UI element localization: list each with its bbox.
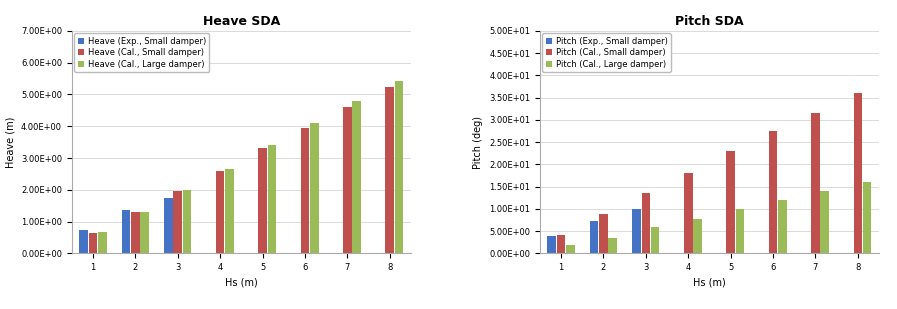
Y-axis label: Heave (m): Heave (m) — [5, 116, 15, 168]
Bar — [267, 145, 276, 253]
Bar — [557, 235, 565, 253]
Bar — [353, 101, 361, 253]
Bar — [632, 209, 640, 253]
Bar — [300, 129, 309, 253]
Bar — [98, 232, 107, 253]
Bar — [141, 212, 149, 253]
Bar — [599, 214, 608, 253]
Bar — [343, 107, 352, 253]
X-axis label: Hs (m): Hs (m) — [225, 278, 257, 288]
Bar — [225, 169, 234, 253]
Bar — [386, 87, 394, 253]
Bar — [854, 93, 862, 253]
Bar — [216, 171, 224, 253]
Bar — [395, 81, 404, 253]
Bar — [183, 190, 191, 253]
Bar — [863, 182, 872, 253]
Bar — [173, 191, 182, 253]
Bar — [608, 238, 617, 253]
Bar — [641, 193, 650, 253]
Bar — [727, 151, 735, 253]
Title: Heave SDA: Heave SDA — [203, 15, 280, 28]
Bar — [769, 131, 778, 253]
Bar — [122, 210, 130, 253]
Bar — [131, 212, 140, 253]
Bar — [164, 198, 173, 253]
Legend: Heave (Exp., Small damper), Heave (Cal., Small damper), Heave (Cal., Large dampe: Heave (Exp., Small damper), Heave (Cal.,… — [74, 33, 209, 72]
Bar — [258, 149, 266, 253]
Bar — [566, 245, 575, 253]
Bar — [310, 123, 318, 253]
Title: Pitch SDA: Pitch SDA — [675, 15, 744, 28]
Bar — [547, 236, 556, 253]
Bar — [693, 219, 701, 253]
Bar — [736, 209, 745, 253]
X-axis label: Hs (m): Hs (m) — [693, 278, 726, 288]
Bar — [778, 200, 787, 253]
Bar — [821, 191, 829, 253]
Bar — [89, 233, 97, 253]
Bar — [79, 231, 88, 253]
Bar — [811, 113, 820, 253]
Bar — [684, 173, 692, 253]
Bar — [590, 221, 598, 253]
Y-axis label: Pitch (deg): Pitch (deg) — [474, 116, 483, 169]
Bar — [651, 227, 659, 253]
Legend: Pitch (Exp., Small damper), Pitch (Cal., Small damper), Pitch (Cal., Large dampe: Pitch (Exp., Small damper), Pitch (Cal.,… — [543, 33, 671, 72]
